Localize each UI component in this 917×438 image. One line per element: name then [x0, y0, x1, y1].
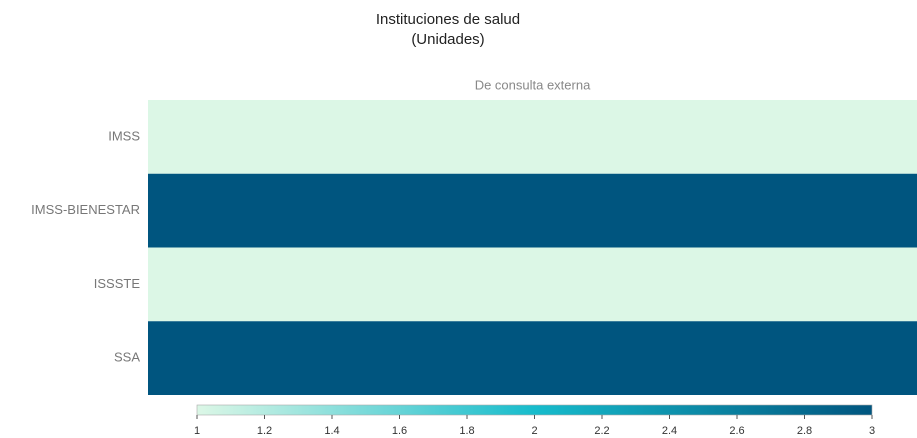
- colorbar-tick-label: 1.8: [459, 425, 474, 437]
- colorbar-tick-label: 1: [194, 425, 200, 437]
- colorbar: [196, 404, 873, 416]
- row-label: IMSS: [108, 128, 140, 143]
- heatmap-cell: [148, 321, 917, 395]
- colorbar-tick-label: 1.4: [324, 425, 339, 437]
- colorbar-tick-label: 2: [531, 425, 537, 437]
- colorbar-tick-label: 2.4: [662, 425, 677, 437]
- chart-title: Instituciones de salud: [376, 11, 520, 28]
- row-label: SSA: [114, 350, 140, 365]
- colorbar-tick-label: 2.6: [729, 425, 744, 437]
- colorbar-tick-label: 3: [869, 425, 875, 437]
- colorbar-tick-label: 1.6: [392, 425, 407, 437]
- column-label: De consulta externa: [475, 77, 591, 92]
- colorbar-tick-label: 1.2: [257, 425, 272, 437]
- heatmap-cell: [148, 100, 917, 174]
- heatmap-cell: [148, 247, 917, 322]
- row-label: IMSS-BIENESTAR: [31, 202, 140, 217]
- colorbar-tick-label: 2.2: [594, 425, 609, 437]
- chart-subtitle: (Unidades): [411, 31, 484, 48]
- heatmap-cell: [148, 173, 917, 248]
- colorbar-tick-label: 2.8: [797, 425, 812, 437]
- row-label: ISSSTE: [94, 276, 141, 291]
